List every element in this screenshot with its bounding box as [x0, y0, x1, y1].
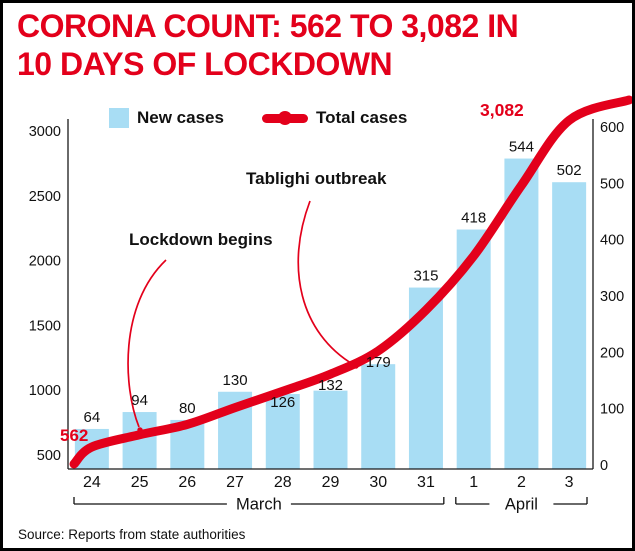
right-axis-tick-label: 0	[600, 458, 608, 474]
tablighi-pointer-curve	[297, 200, 355, 366]
right-axis-tick-label: 400	[600, 233, 624, 249]
source-credit: Source: Reports from state authorities	[18, 527, 246, 542]
right-axis-tick-label: 100	[600, 402, 624, 418]
bar-value-label: 179	[366, 354, 391, 371]
right-axis-tick-label: 200	[600, 345, 624, 361]
tablighi-annotation: Tablighi outbreak	[246, 169, 387, 188]
bar-new-cases	[361, 364, 396, 469]
right-axis-tick-label: 300	[600, 289, 624, 305]
chart-canvas: 500 1000 1500 2000 2500 3000 0 100 200 300 400 500 6…	[29, 95, 632, 514]
chart-legend: New cases Total cases	[109, 108, 407, 128]
date-label: 3	[565, 474, 574, 491]
left-axis-tick-label: 1000	[29, 383, 61, 399]
new-cases-swatch-icon	[109, 108, 129, 128]
bar-value-label: 544	[509, 139, 534, 156]
left-axis-tick-label: 1500	[29, 318, 61, 334]
date-label: 1	[469, 474, 478, 491]
headline-line2: 10 DAYS OF LOCKDOWN	[17, 45, 393, 82]
start-total-label: 562	[60, 426, 89, 445]
headline: CORONA COUNT: 562 TO 3,082 IN 10 DAYS OF…	[17, 8, 519, 84]
month-label: April	[505, 496, 538, 514]
date-label: 28	[274, 474, 292, 491]
bar-value-label: 132	[318, 377, 343, 394]
legend-new-cases-label: New cases	[137, 108, 224, 127]
date-label: 30	[369, 474, 387, 491]
bar-value-label: 126	[270, 394, 295, 411]
bar-new-cases	[552, 182, 587, 469]
total-cases-line	[69, 95, 632, 469]
bar-value-label: 315	[413, 268, 438, 285]
date-label: 27	[226, 474, 244, 491]
date-label: 2	[517, 474, 526, 491]
bar-value-label: 502	[557, 162, 582, 179]
bar-value-label: 130	[223, 372, 248, 389]
lockdown-pointer-curve	[127, 259, 167, 428]
right-axis-tick-label: 600	[600, 120, 624, 136]
left-axis-tick-label: 3000	[29, 124, 61, 140]
legend-total-cases-label: Total cases	[315, 108, 408, 127]
left-axis-tick-label: 500	[37, 448, 61, 464]
bar-value-label: 64	[84, 409, 101, 426]
date-label: 26	[178, 474, 196, 491]
end-total-label: 3,082	[480, 100, 524, 120]
date-label: 29	[322, 474, 340, 491]
right-axis-tick-label: 500	[600, 176, 624, 192]
headline-line1: CORONA COUNT: 562 TO 3,082 IN	[17, 8, 519, 44]
bar-value-label: 418	[461, 210, 486, 227]
bar-new-cases	[313, 390, 348, 469]
date-label: 25	[131, 474, 149, 491]
month-label: March	[236, 496, 282, 514]
total-cases-line-icon	[261, 111, 308, 125]
left-axis-tick-label: 2500	[29, 189, 61, 205]
bar-value-label: 80	[179, 400, 196, 417]
lockdown-annotation: Lockdown begins	[129, 230, 273, 249]
date-label: 31	[417, 474, 435, 491]
left-axis-tick-label: 2000	[29, 254, 61, 270]
date-label: 24	[83, 474, 101, 491]
bar-value-label: 94	[131, 392, 148, 409]
bar-new-cases	[265, 394, 300, 469]
